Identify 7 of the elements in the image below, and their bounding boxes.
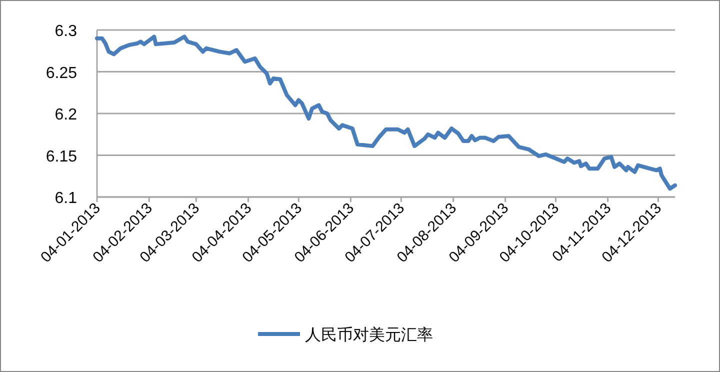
y-tick-label: 6.2 bbox=[54, 106, 78, 124]
y-tick-label: 6.15 bbox=[46, 148, 78, 166]
y-tick-label: 6.1 bbox=[54, 190, 78, 207]
y-tick-label: 6.25 bbox=[46, 64, 78, 82]
legend: 人民币对美元汇率 bbox=[258, 327, 433, 344]
legend-label: 人民币对美元汇率 bbox=[305, 326, 433, 344]
y-tick-label: 6.3 bbox=[54, 23, 78, 40]
